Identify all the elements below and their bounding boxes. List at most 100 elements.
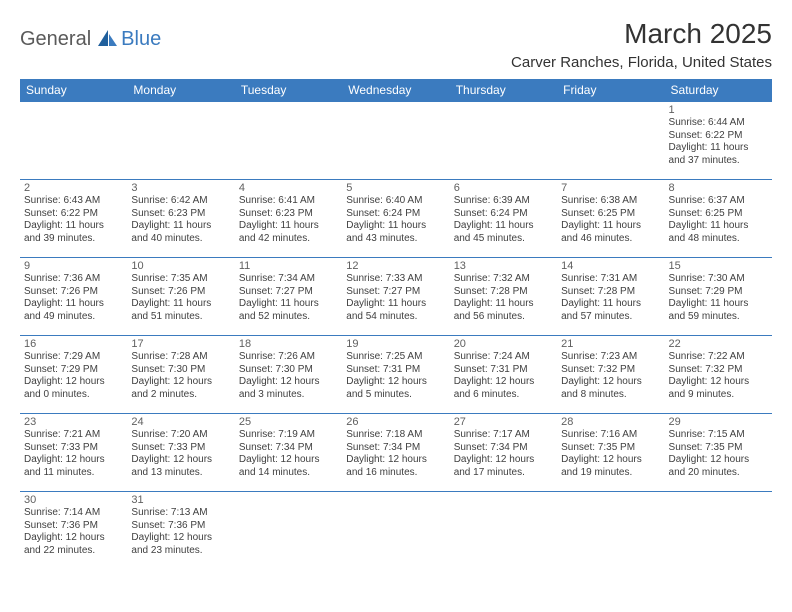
- title-block: March 2025 Carver Ranches, Florida, Unit…: [511, 18, 772, 71]
- sunrise-line: Sunrise: 7:32 AM: [454, 273, 553, 286]
- day-cell: 13Sunrise: 7:32 AMSunset: 7:28 PMDayligh…: [450, 258, 557, 336]
- daylight-line: and 52 minutes.: [239, 311, 338, 324]
- empty-cell: [450, 102, 557, 180]
- day-cell: 14Sunrise: 7:31 AMSunset: 7:28 PMDayligh…: [557, 258, 664, 336]
- daylight-line: Daylight: 11 hours: [669, 298, 768, 311]
- day-cell: 6Sunrise: 6:39 AMSunset: 6:24 PMDaylight…: [450, 180, 557, 258]
- empty-cell: [450, 492, 557, 570]
- day-number: 11: [239, 260, 338, 272]
- logo: General Blue: [20, 28, 161, 51]
- sunset-line: Sunset: 7:35 PM: [561, 442, 660, 455]
- sunset-line: Sunset: 7:31 PM: [346, 364, 445, 377]
- day-cell: 26Sunrise: 7:18 AMSunset: 7:34 PMDayligh…: [342, 414, 449, 492]
- day-number: 6: [454, 182, 553, 194]
- day-cell: 23Sunrise: 7:21 AMSunset: 7:33 PMDayligh…: [20, 414, 127, 492]
- calendar-row: 9Sunrise: 7:36 AMSunset: 7:26 PMDaylight…: [20, 258, 772, 336]
- day-number: 14: [561, 260, 660, 272]
- day-number: 25: [239, 416, 338, 428]
- weekday-header: Wednesday: [342, 79, 449, 102]
- calendar-row: 23Sunrise: 7:21 AMSunset: 7:33 PMDayligh…: [20, 414, 772, 492]
- daylight-line: and 57 minutes.: [561, 311, 660, 324]
- sunrise-line: Sunrise: 7:22 AM: [669, 351, 768, 364]
- sail-icon: [95, 28, 119, 51]
- empty-cell: [20, 102, 127, 180]
- day-number: 10: [131, 260, 230, 272]
- empty-cell: [557, 102, 664, 180]
- daylight-line: Daylight: 12 hours: [24, 532, 123, 545]
- day-number: 8: [669, 182, 768, 194]
- weekday-header: Sunday: [20, 79, 127, 102]
- daylight-line: Daylight: 12 hours: [131, 454, 230, 467]
- sunrise-line: Sunrise: 6:37 AM: [669, 195, 768, 208]
- sunrise-line: Sunrise: 7:36 AM: [24, 273, 123, 286]
- sunset-line: Sunset: 7:36 PM: [24, 520, 123, 533]
- sunrise-line: Sunrise: 7:24 AM: [454, 351, 553, 364]
- daylight-line: Daylight: 11 hours: [131, 220, 230, 233]
- day-number: 17: [131, 338, 230, 350]
- sunset-line: Sunset: 7:29 PM: [24, 364, 123, 377]
- empty-cell: [665, 492, 772, 570]
- daylight-line: Daylight: 11 hours: [131, 298, 230, 311]
- sunset-line: Sunset: 6:25 PM: [669, 208, 768, 221]
- sunrise-line: Sunrise: 7:16 AM: [561, 429, 660, 442]
- daylight-line: and 8 minutes.: [561, 389, 660, 402]
- day-cell: 5Sunrise: 6:40 AMSunset: 6:24 PMDaylight…: [342, 180, 449, 258]
- sunrise-line: Sunrise: 7:25 AM: [346, 351, 445, 364]
- day-cell: 28Sunrise: 7:16 AMSunset: 7:35 PMDayligh…: [557, 414, 664, 492]
- day-number: 4: [239, 182, 338, 194]
- daylight-line: and 59 minutes.: [669, 311, 768, 324]
- day-cell: 8Sunrise: 6:37 AMSunset: 6:25 PMDaylight…: [665, 180, 772, 258]
- day-cell: 2Sunrise: 6:43 AMSunset: 6:22 PMDaylight…: [20, 180, 127, 258]
- header: General Blue March 2025 Carver Ranches, …: [20, 18, 772, 71]
- day-number: 21: [561, 338, 660, 350]
- day-cell: 20Sunrise: 7:24 AMSunset: 7:31 PMDayligh…: [450, 336, 557, 414]
- day-cell: 15Sunrise: 7:30 AMSunset: 7:29 PMDayligh…: [665, 258, 772, 336]
- day-number: 13: [454, 260, 553, 272]
- day-cell: 18Sunrise: 7:26 AMSunset: 7:30 PMDayligh…: [235, 336, 342, 414]
- calendar-row: 1Sunrise: 6:44 AMSunset: 6:22 PMDaylight…: [20, 102, 772, 180]
- day-cell: 16Sunrise: 7:29 AMSunset: 7:29 PMDayligh…: [20, 336, 127, 414]
- sunrise-line: Sunrise: 7:13 AM: [131, 507, 230, 520]
- daylight-line: Daylight: 12 hours: [454, 376, 553, 389]
- calendar-body: 1Sunrise: 6:44 AMSunset: 6:22 PMDaylight…: [20, 102, 772, 570]
- daylight-line: Daylight: 12 hours: [239, 376, 338, 389]
- sunrise-line: Sunrise: 7:31 AM: [561, 273, 660, 286]
- weekday-header: Friday: [557, 79, 664, 102]
- daylight-line: and 43 minutes.: [346, 233, 445, 246]
- empty-cell: [342, 102, 449, 180]
- day-number: 28: [561, 416, 660, 428]
- calendar-row: 30Sunrise: 7:14 AMSunset: 7:36 PMDayligh…: [20, 492, 772, 570]
- sunset-line: Sunset: 7:33 PM: [24, 442, 123, 455]
- daylight-line: and 54 minutes.: [346, 311, 445, 324]
- daylight-line: and 42 minutes.: [239, 233, 338, 246]
- daylight-line: Daylight: 12 hours: [239, 454, 338, 467]
- day-number: 3: [131, 182, 230, 194]
- daylight-line: and 17 minutes.: [454, 467, 553, 480]
- daylight-line: and 19 minutes.: [561, 467, 660, 480]
- daylight-line: and 49 minutes.: [24, 311, 123, 324]
- day-cell: 31Sunrise: 7:13 AMSunset: 7:36 PMDayligh…: [127, 492, 234, 570]
- sunset-line: Sunset: 7:35 PM: [669, 442, 768, 455]
- sunset-line: Sunset: 7:34 PM: [239, 442, 338, 455]
- day-number: 12: [346, 260, 445, 272]
- sunrise-line: Sunrise: 7:34 AM: [239, 273, 338, 286]
- day-cell: 10Sunrise: 7:35 AMSunset: 7:26 PMDayligh…: [127, 258, 234, 336]
- sunrise-line: Sunrise: 6:41 AM: [239, 195, 338, 208]
- sunrise-line: Sunrise: 6:39 AM: [454, 195, 553, 208]
- empty-cell: [127, 102, 234, 180]
- sunrise-line: Sunrise: 6:38 AM: [561, 195, 660, 208]
- sunrise-line: Sunrise: 6:43 AM: [24, 195, 123, 208]
- day-number: 23: [24, 416, 123, 428]
- calendar-row: 16Sunrise: 7:29 AMSunset: 7:29 PMDayligh…: [20, 336, 772, 414]
- daylight-line: and 51 minutes.: [131, 311, 230, 324]
- day-cell: 3Sunrise: 6:42 AMSunset: 6:23 PMDaylight…: [127, 180, 234, 258]
- daylight-line: Daylight: 11 hours: [669, 220, 768, 233]
- day-cell: 17Sunrise: 7:28 AMSunset: 7:30 PMDayligh…: [127, 336, 234, 414]
- daylight-line: and 14 minutes.: [239, 467, 338, 480]
- day-number: 24: [131, 416, 230, 428]
- weekday-header: Tuesday: [235, 79, 342, 102]
- daylight-line: Daylight: 12 hours: [346, 454, 445, 467]
- daylight-line: and 40 minutes.: [131, 233, 230, 246]
- day-cell: 12Sunrise: 7:33 AMSunset: 7:27 PMDayligh…: [342, 258, 449, 336]
- sunset-line: Sunset: 6:25 PM: [561, 208, 660, 221]
